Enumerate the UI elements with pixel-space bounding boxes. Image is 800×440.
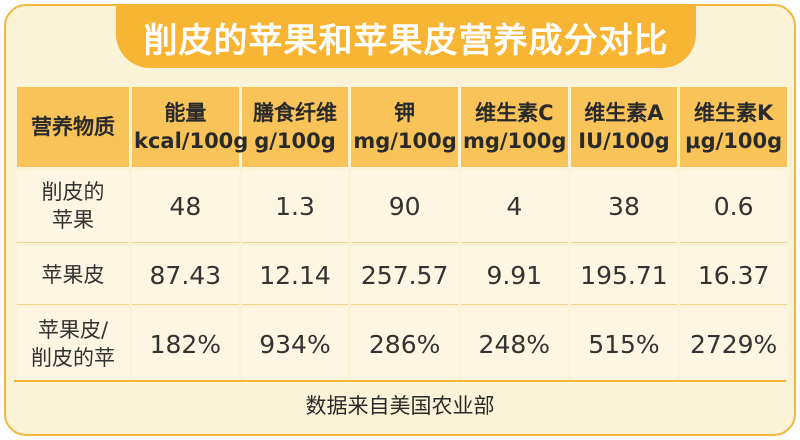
table-cell: 12.14 — [241, 246, 349, 305]
table-cell: 286% — [351, 308, 458, 381]
table-header-row: 营养物质 能量 kcal/100g 膳食纤维 g/100g 钾 mg/100g … — [17, 87, 787, 167]
table-cell: 2729% — [680, 308, 787, 381]
footer-divider — [14, 380, 786, 382]
header-vitamin-a: 维生素A IU/100g — [570, 87, 678, 167]
table-cell: 4 — [460, 170, 568, 243]
table-cell: 195.71 — [570, 246, 678, 305]
header-fiber: 膳食纤维 g/100g — [241, 87, 349, 167]
table-row: 苹果皮 87.43 12.14 257.57 9.91 195.71 16.37 — [17, 246, 787, 305]
nutrition-card: 削皮的苹果和苹果皮营养成分对比 营养物质 能量 kcal/100g 膳食纤维 g… — [4, 4, 796, 436]
table-cell: 257.57 — [351, 246, 458, 305]
row-label-ratio: 苹果皮/ 削皮的苹 — [17, 308, 129, 381]
table-cell: 38 — [570, 170, 678, 243]
table-cell: 9.91 — [460, 246, 568, 305]
title-banner: 削皮的苹果和苹果皮营养成分对比 — [116, 6, 696, 68]
row-label-peeled-apple: 削皮的 苹果 — [17, 170, 129, 243]
header-row-label: 营养物质 — [17, 87, 129, 167]
table-cell: 934% — [241, 308, 349, 381]
page-title: 削皮的苹果和苹果皮营养成分对比 — [143, 20, 669, 61]
source-note: 数据来自美国农业部 — [305, 394, 495, 418]
table-cell: 248% — [460, 308, 568, 381]
table-cell: 16.37 — [680, 246, 787, 305]
table-cell: 87.43 — [132, 246, 239, 305]
header-potassium: 钾 mg/100g — [351, 87, 458, 167]
table-cell: 48 — [132, 170, 239, 243]
table-cell: 182% — [132, 308, 239, 381]
table-cell: 1.3 — [241, 170, 349, 243]
table-row: 削皮的 苹果 48 1.3 90 4 38 0.6 — [17, 170, 787, 243]
row-label-apple-peel: 苹果皮 — [17, 246, 129, 305]
header-vitamin-k: 维生素K μg/100g — [680, 87, 787, 167]
table-cell: 90 — [351, 170, 458, 243]
table-cell: 0.6 — [680, 170, 787, 243]
nutrition-table: 营养物质 能量 kcal/100g 膳食纤维 g/100g 钾 mg/100g … — [14, 84, 790, 384]
header-vitamin-c: 维生素C mg/100g — [460, 87, 568, 167]
table-row: 苹果皮/ 削皮的苹 182% 934% 286% 248% 515% 2729% — [17, 308, 787, 381]
table-cell: 515% — [570, 308, 678, 381]
header-energy: 能量 kcal/100g — [132, 87, 248, 167]
